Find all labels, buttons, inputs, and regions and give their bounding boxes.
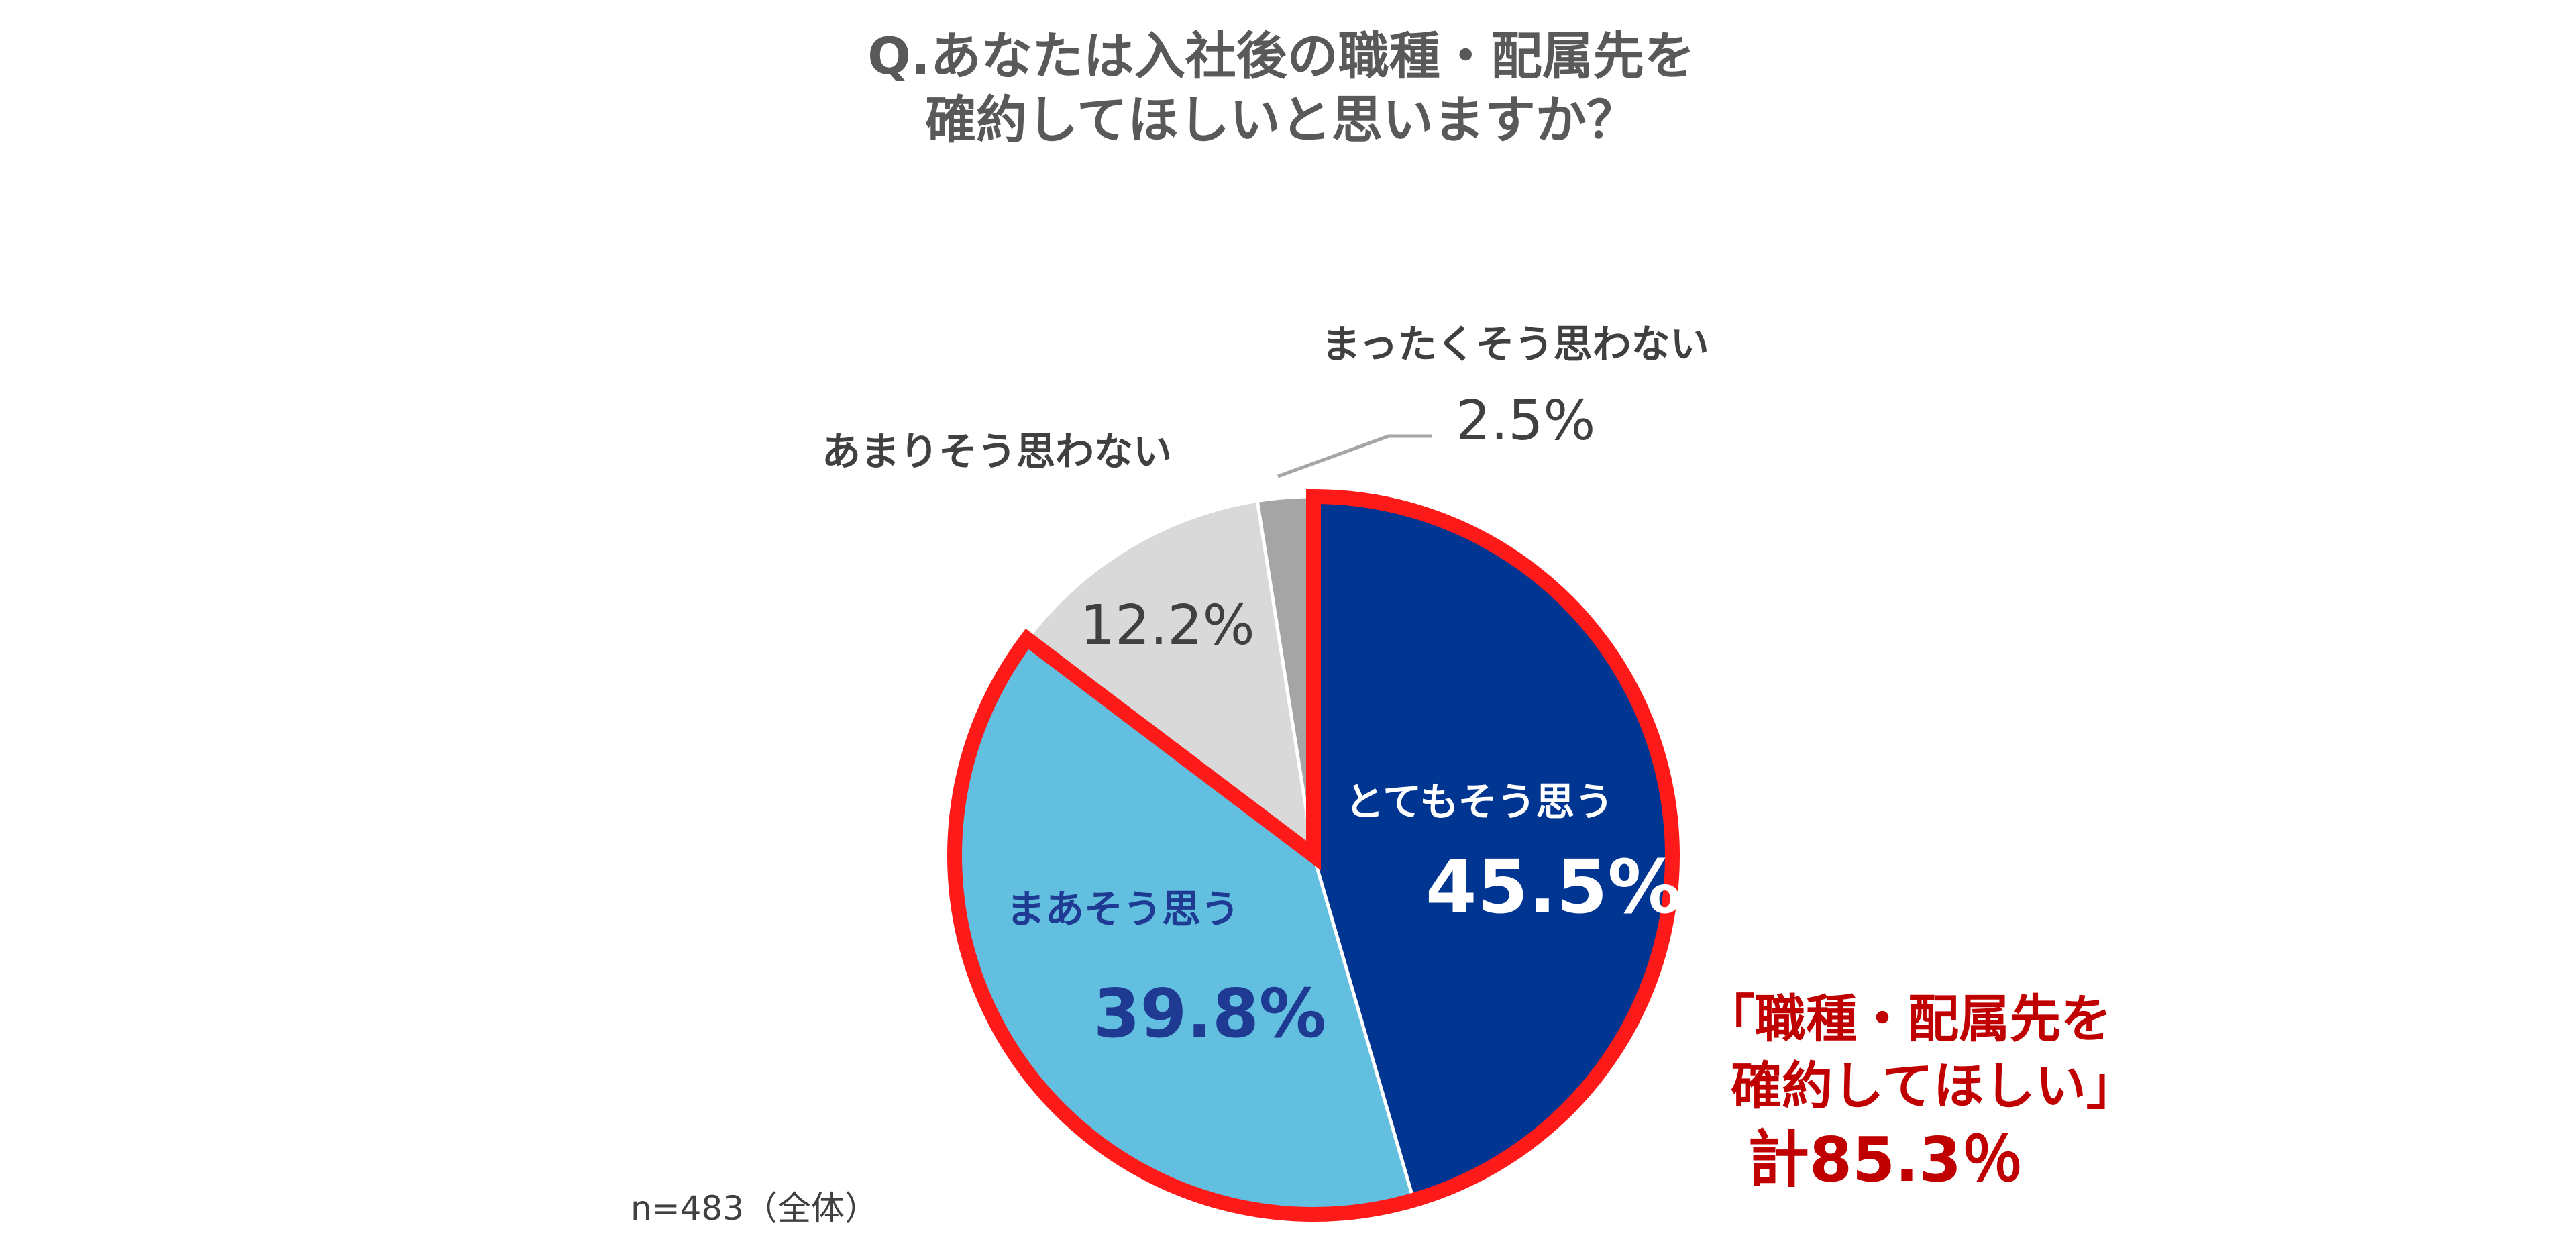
slice-label-somewhat-disagree: あまりそう思わない (822, 429, 1172, 474)
callout-line-2: 確約してほしい」 (1731, 1056, 2137, 1116)
pie-slices (953, 494, 1674, 1216)
highlight-outline (947, 488, 1680, 1222)
sample-size-note: n=483（全体） (631, 1189, 878, 1228)
slice-value-somewhat-agree: 39.8% (1093, 974, 1326, 1053)
callout-total: 計85.3％ (1748, 1124, 2023, 1196)
callout-line-1: 「職種・配属先を (1704, 989, 2112, 1049)
slice-label-strongly-disagree: まったくそう思わない (1322, 321, 1709, 367)
slice-label-strongly-agree: とてもそう思う (1345, 779, 1613, 825)
slice-value-somewhat-disagree: 12.2% (1080, 594, 1255, 658)
slice-somewhat-disagree (1024, 499, 1316, 859)
slice-value-strongly-agree: 45.5% (1426, 844, 1682, 930)
leader-line (1277, 434, 1432, 478)
chart-title-line-2: 確約してほしいと思いますか？ (925, 90, 1638, 150)
chart-title-line-1: Q.あなたは入社後の職種・配属先を (867, 26, 1695, 86)
slice-value-strongly-disagree: 2.5% (1456, 389, 1595, 453)
slice-label-somewhat-agree: まあそう思う (1006, 886, 1240, 932)
